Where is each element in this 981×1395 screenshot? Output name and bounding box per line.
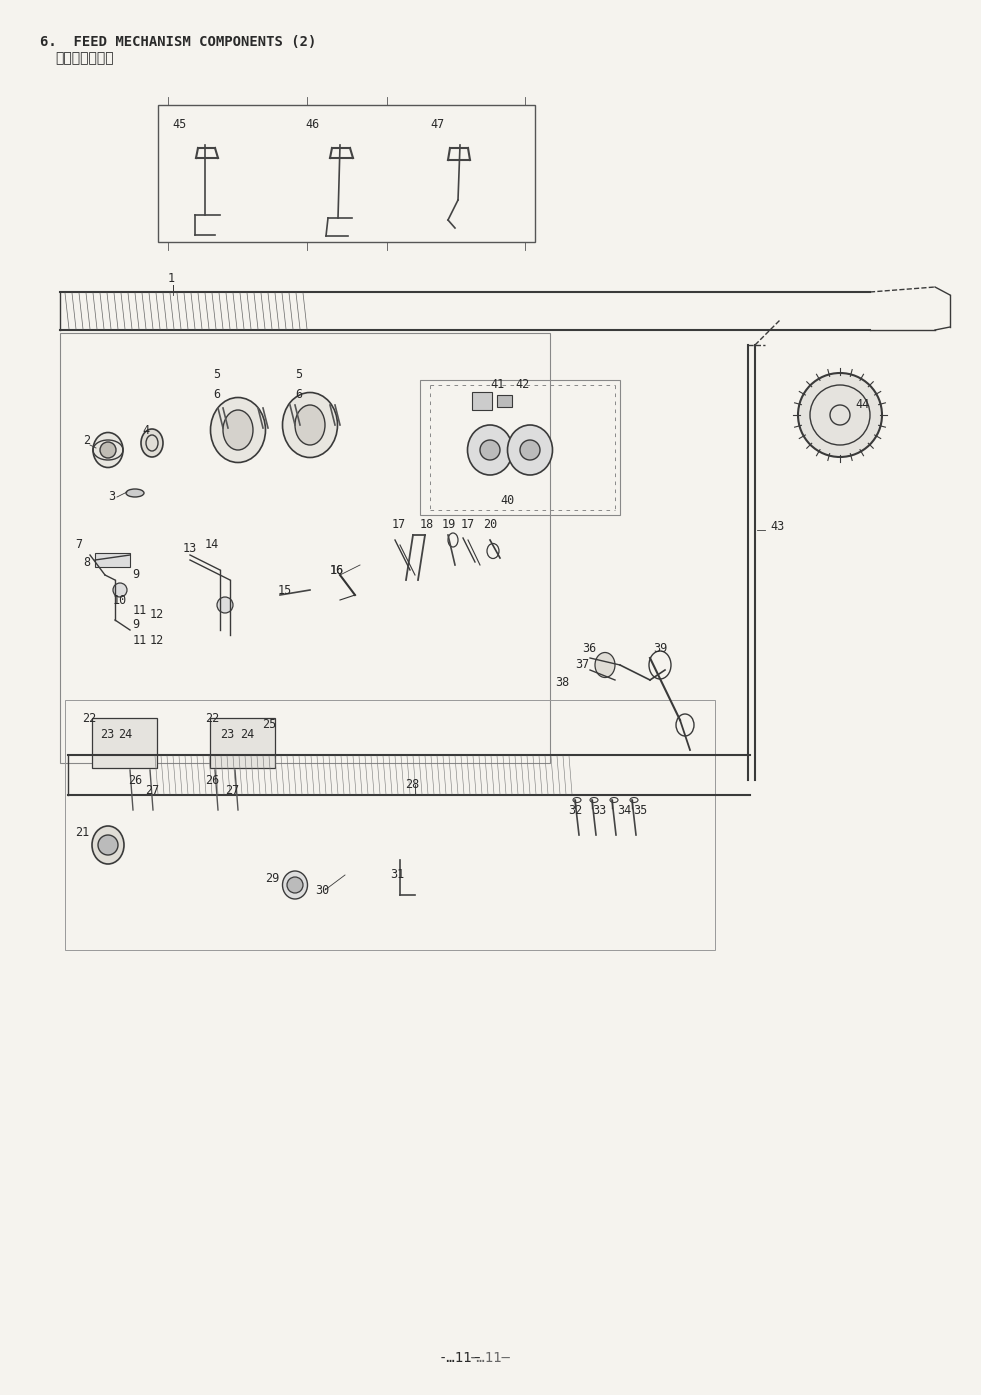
Text: 37: 37: [575, 658, 590, 671]
Text: 5: 5: [295, 368, 302, 381]
Text: 30: 30: [315, 883, 330, 897]
Bar: [472, 392, 492, 410]
Ellipse shape: [468, 425, 512, 476]
Bar: [158, 105, 535, 241]
Text: 41: 41: [490, 378, 504, 392]
Bar: [60, 333, 550, 763]
Text: 47: 47: [430, 119, 444, 131]
Text: 24: 24: [118, 728, 132, 742]
Ellipse shape: [595, 653, 615, 678]
Ellipse shape: [126, 490, 144, 497]
Text: 12: 12: [150, 608, 164, 622]
Text: 26: 26: [128, 773, 142, 787]
Text: 12: 12: [150, 633, 164, 646]
Text: 26: 26: [205, 773, 219, 787]
Text: 9: 9: [132, 569, 139, 582]
Text: 11: 11: [133, 604, 147, 617]
Ellipse shape: [507, 425, 552, 476]
Text: 6: 6: [295, 388, 302, 402]
Text: 23: 23: [220, 728, 234, 742]
Text: 14: 14: [205, 538, 219, 551]
Text: 22: 22: [82, 711, 96, 724]
Ellipse shape: [141, 430, 163, 458]
Text: 36: 36: [582, 642, 596, 654]
Text: 10: 10: [113, 593, 128, 607]
Text: 38: 38: [555, 675, 569, 689]
Text: 5: 5: [213, 368, 220, 381]
Text: 42: 42: [515, 378, 530, 392]
Circle shape: [113, 583, 127, 597]
Ellipse shape: [283, 870, 307, 898]
Text: 22: 22: [205, 711, 219, 724]
Text: 15: 15: [278, 583, 292, 597]
Bar: [497, 395, 512, 407]
Circle shape: [98, 836, 118, 855]
Text: -…11–: -…11–: [469, 1350, 511, 1364]
Bar: [65, 700, 715, 950]
Text: 25: 25: [262, 718, 277, 731]
Text: 29: 29: [265, 872, 280, 884]
Text: 7: 7: [75, 538, 82, 551]
Text: 24: 24: [240, 728, 254, 742]
Text: 20: 20: [483, 518, 497, 530]
Text: 16: 16: [330, 564, 344, 576]
Text: 27: 27: [225, 784, 239, 797]
Text: 45: 45: [172, 119, 186, 131]
Bar: [92, 718, 157, 769]
Text: 6: 6: [213, 388, 220, 402]
Ellipse shape: [223, 410, 253, 451]
Text: 9: 9: [132, 618, 139, 632]
Text: 1: 1: [168, 272, 176, 285]
Circle shape: [480, 439, 500, 460]
Text: 3: 3: [108, 491, 115, 504]
Circle shape: [287, 877, 303, 893]
Bar: [95, 552, 130, 566]
Text: 送り関係（２）: 送り関係（２）: [55, 52, 114, 66]
Text: 17: 17: [392, 518, 406, 530]
Text: 2: 2: [83, 434, 90, 446]
Text: 18: 18: [420, 518, 435, 530]
Bar: [210, 718, 275, 769]
Text: 44: 44: [855, 399, 869, 412]
Text: 8: 8: [83, 557, 90, 569]
Circle shape: [520, 439, 540, 460]
Text: 32: 32: [568, 804, 583, 816]
Ellipse shape: [295, 405, 325, 445]
Text: 34: 34: [617, 804, 631, 816]
Text: 28: 28: [405, 778, 419, 791]
Ellipse shape: [283, 392, 337, 458]
Text: 16: 16: [330, 564, 344, 576]
Text: 13: 13: [183, 541, 197, 554]
Text: 33: 33: [592, 804, 606, 816]
Circle shape: [100, 442, 116, 458]
Text: 6.  FEED MECHANISM COMPONENTS (2): 6. FEED MECHANISM COMPONENTS (2): [40, 35, 317, 49]
Circle shape: [217, 597, 233, 612]
Text: 4: 4: [142, 424, 149, 437]
Text: 46: 46: [305, 119, 319, 131]
Text: -…11–: -…11–: [439, 1350, 481, 1364]
Text: 35: 35: [633, 804, 647, 816]
Bar: [420, 379, 620, 515]
Text: 19: 19: [442, 518, 456, 530]
Text: 40: 40: [500, 494, 514, 506]
Ellipse shape: [211, 398, 266, 463]
Text: 17: 17: [461, 518, 475, 530]
Text: 21: 21: [75, 826, 89, 838]
Ellipse shape: [93, 432, 123, 467]
Text: 39: 39: [653, 642, 667, 654]
Text: 23: 23: [100, 728, 114, 742]
Text: 43: 43: [770, 520, 784, 533]
Text: 27: 27: [145, 784, 159, 797]
Text: 31: 31: [390, 869, 404, 882]
Circle shape: [798, 372, 882, 458]
Ellipse shape: [92, 826, 124, 864]
Text: 11: 11: [133, 633, 147, 646]
